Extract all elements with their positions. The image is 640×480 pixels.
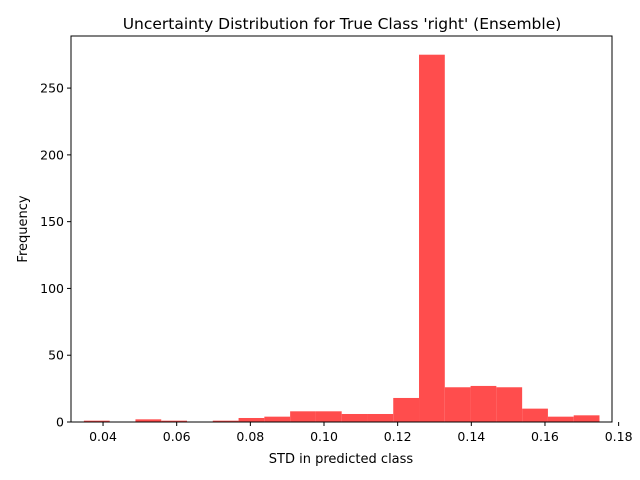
y-tick-label: 200 <box>40 147 64 162</box>
x-tick-label: 0.18 <box>605 429 633 444</box>
histogram-bar <box>470 385 497 422</box>
histogram-bar <box>547 416 574 422</box>
x-axis-label: STD in predicted class <box>269 452 414 467</box>
histogram-bar <box>341 413 368 422</box>
histogram-bar <box>161 420 188 422</box>
histogram-bar <box>522 408 548 422</box>
histogram-bar <box>367 413 394 422</box>
histogram-bars <box>83 54 600 422</box>
x-tick-label: 0.08 <box>236 429 264 444</box>
y-axis-ticks: 0 50 100 150 200 250 <box>40 81 71 430</box>
histogram-bar <box>573 415 600 422</box>
histogram-bar <box>315 411 342 422</box>
x-tick-label: 0.10 <box>310 429 338 444</box>
x-tick-label: 0.04 <box>89 429 117 444</box>
y-tick-label: 50 <box>48 348 64 363</box>
histogram-bar <box>444 387 471 422</box>
histogram-bar <box>419 54 445 422</box>
histogram-bar <box>264 416 291 422</box>
chart-title: Uncertainty Distribution for True Class … <box>123 15 562 33</box>
histogram-bar <box>393 397 420 422</box>
histogram-bar <box>212 420 239 422</box>
x-tick-label: 0.06 <box>163 429 191 444</box>
y-tick-label: 150 <box>40 214 64 229</box>
plot-area: 0.04 0.06 0.08 0.10 0.12 0.14 0.16 0.18 0 50 100 1… <box>40 35 633 444</box>
histogram-bar <box>135 419 162 422</box>
histogram-bar <box>496 387 523 422</box>
histogram-bar <box>83 420 110 422</box>
axes-frame <box>70 35 613 423</box>
x-tick-label: 0.12 <box>384 429 412 444</box>
x-tick-label: 0.16 <box>531 429 559 444</box>
histogram-bar <box>290 411 316 422</box>
histogram-bar <box>238 417 265 422</box>
y-axis-label: Frequency <box>16 195 31 262</box>
y-tick-label: 0 <box>56 415 64 430</box>
x-tick-label: 0.14 <box>457 429 485 444</box>
y-tick-label: 250 <box>40 81 64 96</box>
x-axis-ticks: 0.04 0.06 0.08 0.10 0.12 0.14 0.16 0.18 <box>89 422 633 444</box>
y-tick-label: 100 <box>40 281 64 296</box>
